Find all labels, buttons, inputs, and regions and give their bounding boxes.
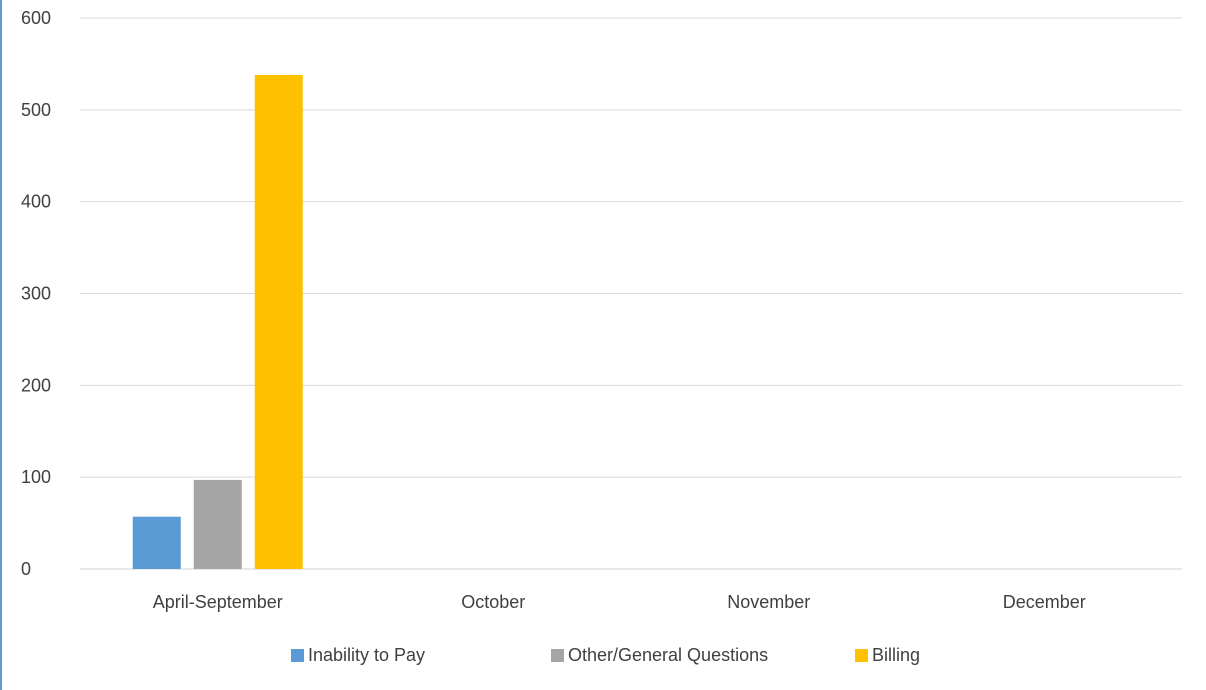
- legend-label: Inability to Pay: [308, 644, 426, 665]
- legend-item: Billing: [855, 640, 920, 670]
- x-tick-label: October: [461, 592, 525, 612]
- legend-label: Other/General Questions: [568, 644, 769, 665]
- x-tick-label: December: [1003, 592, 1086, 612]
- x-axis-ticks: April-September October November December: [153, 592, 1086, 612]
- gridlines: [80, 17, 1182, 570]
- y-tick-label: 300: [21, 284, 51, 304]
- legend-item: Inability to Pay: [291, 640, 425, 670]
- y-tick-label: 0: [21, 559, 31, 579]
- bar-billing: [254, 74, 303, 569]
- y-tick-label: 100: [21, 467, 51, 487]
- x-tick-label: April-September: [153, 592, 283, 612]
- chart-left-border: [0, 0, 2, 690]
- legend-swatch: [855, 648, 868, 662]
- bar-other-general-questions: [193, 479, 242, 569]
- bars: [132, 74, 303, 569]
- legend-swatch: [551, 648, 564, 662]
- y-tick-label: 600: [21, 8, 51, 28]
- y-tick-label: 400: [21, 192, 51, 212]
- y-tick-label: 500: [21, 100, 51, 120]
- bar-inability-to-pay: [132, 516, 181, 569]
- y-tick-label: 200: [21, 375, 51, 395]
- legend-swatch: [291, 648, 304, 662]
- y-axis-ticks: 0 100 200 300 400 500 600: [21, 8, 51, 579]
- chart-legend: Inability to Pay Other/General Questions B…: [0, 640, 1206, 670]
- legend-item: Other/General Questions: [551, 640, 768, 670]
- bar-chart: 0 100 200 300 400 500 600 April-September Octob…: [21, 8, 1182, 612]
- legend-label: Billing: [872, 644, 921, 665]
- x-tick-label: November: [727, 592, 810, 612]
